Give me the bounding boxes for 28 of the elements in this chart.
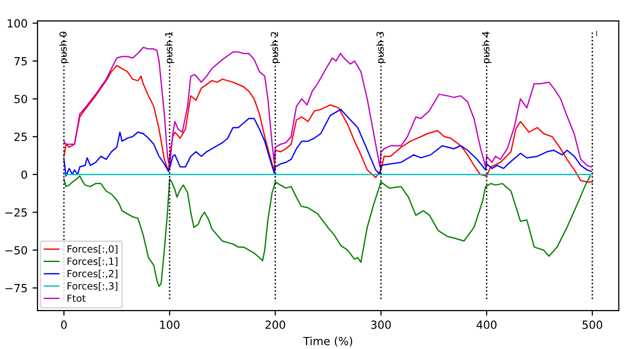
- y-tick-label: 75: [14, 57, 27, 66]
- x-tick-label: 500: [582, 320, 602, 329]
- ref-line-label: push 1: [164, 32, 174, 64]
- y-tick-label: 25: [14, 132, 27, 142]
- y-tick-label: −25: [6, 208, 27, 217]
- legend-label: Forces[:,1]: [68, 257, 118, 266]
- line-series: [63, 108, 592, 177]
- legend-label: Forces[:,0]: [68, 245, 118, 254]
- ref-line-label: push 4: [482, 32, 492, 64]
- x-axis-title: Time (%): [303, 336, 352, 347]
- legend-label: Ftot: [68, 294, 86, 302]
- x-tick-label: 100: [160, 320, 180, 329]
- y-tick-label: −75: [6, 284, 27, 292]
- legend-label: Forces[:,2]: [68, 270, 118, 278]
- y-tick-label: 50: [14, 94, 28, 104]
- x-tick-label: 400: [476, 320, 497, 329]
- legend-label: Forces[:,3]: [68, 282, 118, 291]
- x-tick-label: 0: [61, 320, 67, 329]
- ref-line-label: push 3: [376, 32, 386, 64]
- ref-line-label: push 2: [270, 32, 280, 64]
- ref-line-label: _: [596, 30, 598, 36]
- y-tick-label: 0: [21, 170, 28, 179]
- ref-line-label: push 0: [59, 32, 69, 64]
- x-tick-label: 300: [371, 320, 391, 329]
- y-tick-label: −50: [6, 246, 28, 254]
- x-tick-label: 200: [265, 320, 286, 329]
- y-tick-label: 100: [8, 19, 28, 28]
- line-series: [63, 64, 593, 183]
